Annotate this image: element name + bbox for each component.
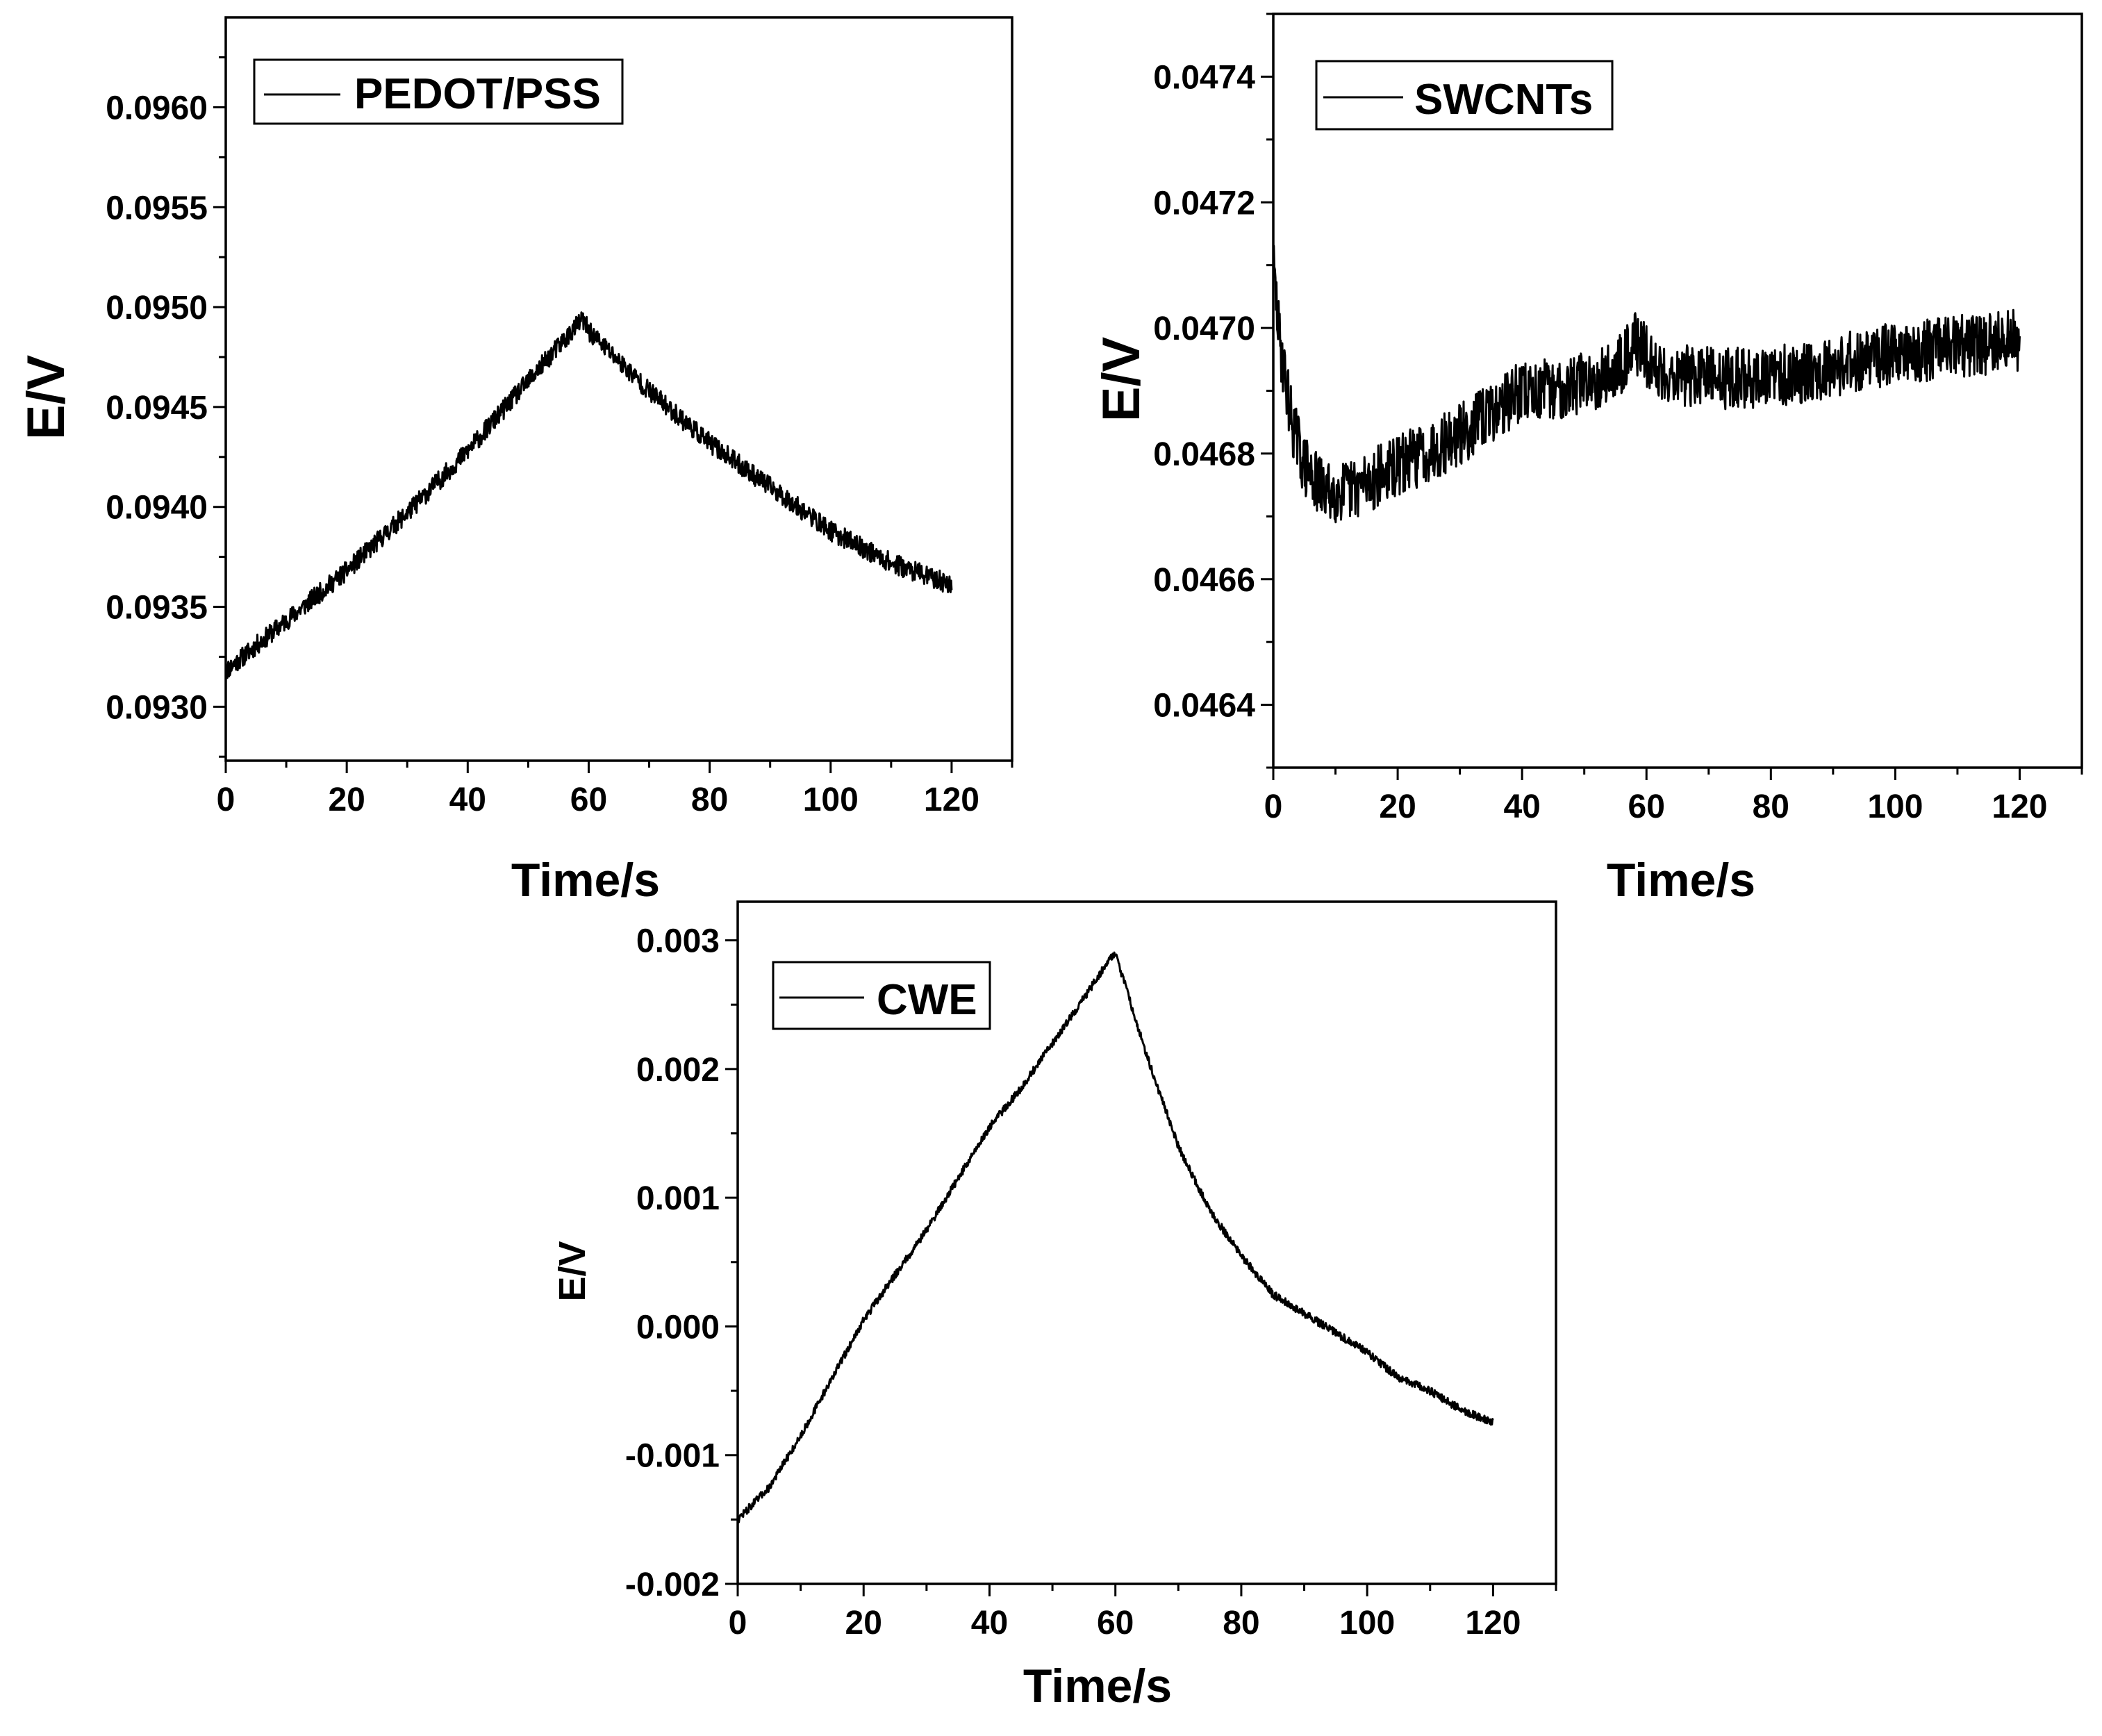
cwe-plot-frame (736, 900, 1557, 1585)
swcnt-x-tick-label: 20 (1379, 788, 1416, 825)
swcnt-x-tick-label: 60 (1628, 788, 1665, 825)
panel-cwe: E/V Time/s CWE 0 20 40 60 80 100 120 -0.002 -0.0… (552, 900, 1557, 1712)
swcnt-x-tick-label: 40 (1503, 788, 1540, 825)
cwe-y-tick-label: 0.000 (636, 1309, 720, 1346)
swcnt-x-tick-label: 0 (1264, 788, 1283, 825)
cwe-x-tick-label: 40 (971, 1605, 1008, 1642)
swcnt-x-tick-label: 80 (1753, 788, 1789, 825)
cwe-x-tick-label: 0 (729, 1605, 747, 1642)
swcnt-legend-label: SWCNTs (1414, 76, 1593, 124)
pedot-plot-frame (224, 16, 1013, 762)
pedot-y-tick-label: 0.0940 (106, 490, 208, 527)
cwe-legend-label: CWE (877, 976, 977, 1024)
cwe-x-tick-label: 60 (1097, 1605, 1134, 1642)
pedot-x-tick-label: 80 (691, 782, 728, 818)
swcnt-legend: SWCNTs (1315, 60, 1614, 131)
pedot-series-line (224, 311, 953, 679)
pedot-y-tick-label: 0.0935 (106, 590, 208, 627)
pedot-x-tick-label: 20 (328, 782, 365, 818)
swcnt-y-tick-label: 0.0470 (1153, 311, 1255, 347)
pedot-y-tick-label: 0.0955 (106, 190, 208, 226)
cwe-y-tick-label: 0.001 (636, 1180, 720, 1217)
pedot-y-tick-label: 0.0930 (106, 689, 208, 726)
pedot-y-tick-label: 0.0960 (106, 90, 208, 126)
cwe-legend-box (772, 961, 991, 1030)
cwe-x-tick-label: 120 (1465, 1605, 1521, 1642)
pedot-legend-label: PEDOT/PSS (354, 70, 601, 118)
cwe-x-tick-label: 80 (1223, 1605, 1259, 1642)
swcnt-y-tick-label: 0.0474 (1153, 59, 1255, 96)
swcnt-x-tick-label: 100 (1867, 788, 1923, 825)
swcnt-legend-box (1315, 60, 1614, 131)
cwe-ylabel: E/V (552, 1241, 593, 1301)
cwe-xlabel: Time/s (1023, 1660, 1172, 1712)
pedot-x-tick-label: 0 (217, 782, 235, 818)
swcnt-y-tick-label: 0.0464 (1153, 688, 1255, 725)
swcnt-y-tick-label: 0.0466 (1153, 562, 1255, 599)
swcnt-y-tick-label: 0.0472 (1153, 185, 1255, 222)
cwe-y-tick-label: -0.002 (625, 1566, 720, 1603)
cwe-legend: CWE (772, 961, 991, 1030)
cwe-x-tick-label: 100 (1339, 1605, 1395, 1642)
cwe-series-line (736, 951, 1494, 1523)
swcnt-y-tick-label: 0.0468 (1153, 436, 1255, 473)
swcnt-series-line (1272, 245, 2021, 524)
pedot-legend-box (253, 58, 624, 125)
cwe-y-tick-label: 0.003 (636, 923, 720, 960)
pedot-x-tick-label: 100 (803, 782, 859, 818)
pedot-xlabel: Time/s (511, 854, 660, 907)
cwe-y-tick-label: 0.002 (636, 1052, 720, 1089)
pedot-x-tick-label: 120 (924, 782, 979, 818)
pedot-x-tick-label: 60 (570, 782, 607, 818)
pedot-y-tick-label: 0.0950 (106, 290, 208, 326)
panel-swcnts: E/V Time/s SWCNTs 0 20 40 60 80 100 120 0.0464 0… (1092, 13, 2083, 907)
cwe-x-tick-label: 20 (845, 1605, 882, 1642)
pedot-y-tick-label: 0.0945 (106, 390, 208, 427)
pedot-legend: PEDOT/PSS (253, 58, 624, 125)
swcnt-x-tick-label: 120 (1992, 788, 2047, 825)
panel-pedot-pss: E/V Time/s PEDOT/PSS 0 20 40 60 80 100 120 0.09… (17, 16, 1013, 907)
pedot-x-tick-label: 40 (449, 782, 486, 818)
pedot-ylabel: E/V (17, 354, 76, 440)
swcnt-ylabel: E/V (1092, 336, 1151, 422)
cwe-y-tick-label: -0.001 (625, 1438, 720, 1475)
swcnt-xlabel: Time/s (1607, 854, 1755, 907)
